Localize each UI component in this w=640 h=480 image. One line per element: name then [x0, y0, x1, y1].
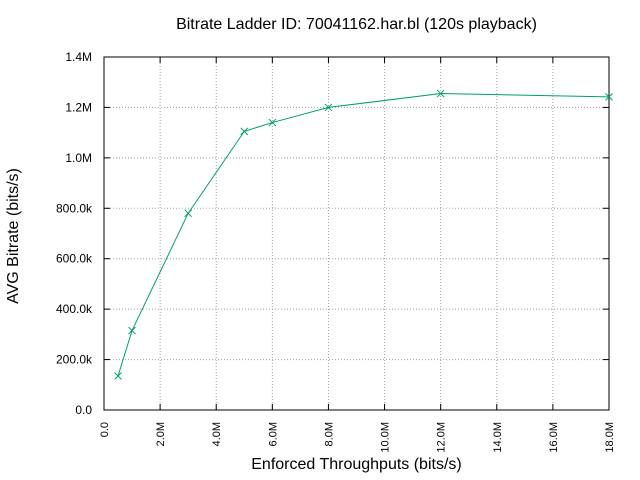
data-point-marker	[128, 326, 136, 335]
data-point-marker	[324, 103, 333, 112]
x-tick-label: 8.0M	[323, 422, 335, 446]
data-point-marker	[240, 127, 249, 136]
x-tick-label: 10.0M	[380, 422, 392, 453]
plot-frame	[103, 56, 610, 411]
x-tick-label: 6.0M	[267, 422, 279, 446]
grid-lines	[104, 57, 609, 410]
y-tick-label: 200.0k	[56, 353, 93, 367]
x-tick-label: 2.0M	[155, 422, 167, 446]
x-tick-label: 0.0	[99, 422, 111, 437]
y-tick-label: 0.0	[75, 403, 92, 417]
chart-title: Bitrate Ladder ID: 70041162.har.bl (120s…	[176, 16, 537, 33]
x-axis-label: Enforced Throughputs (bits/s)	[251, 456, 462, 473]
data-point-marker	[268, 118, 277, 127]
y-tick-label: 1.0M	[65, 151, 92, 165]
y-tick-label: 600.0k	[56, 252, 93, 266]
y-tick-label: 1.4M	[65, 50, 92, 64]
x-tick-label: 16.0M	[548, 422, 560, 453]
data-point-marker	[605, 92, 613, 101]
x-tick-label: 14.0M	[492, 422, 504, 453]
axes	[103, 56, 610, 411]
tick-labels: 0.0 200.0k 400.0k 600.0k 800.0k 1.0M 1.2M 1.4M 0…	[56, 50, 616, 453]
x-tick-label: 12.0M	[436, 422, 448, 453]
y-tick-label: 800.0k	[56, 201, 93, 215]
plot-series	[114, 89, 613, 380]
x-tick-label: 4.0M	[211, 422, 223, 446]
y-tick-label: 400.0k	[56, 302, 93, 316]
y-tick-label: 1.2M	[65, 100, 92, 114]
x-tick-label: 18.0M	[604, 422, 616, 453]
data-point-marker	[114, 372, 122, 380]
data-point-marker	[436, 89, 445, 98]
data-point-marker	[184, 209, 193, 218]
series-line	[117, 93, 610, 377]
